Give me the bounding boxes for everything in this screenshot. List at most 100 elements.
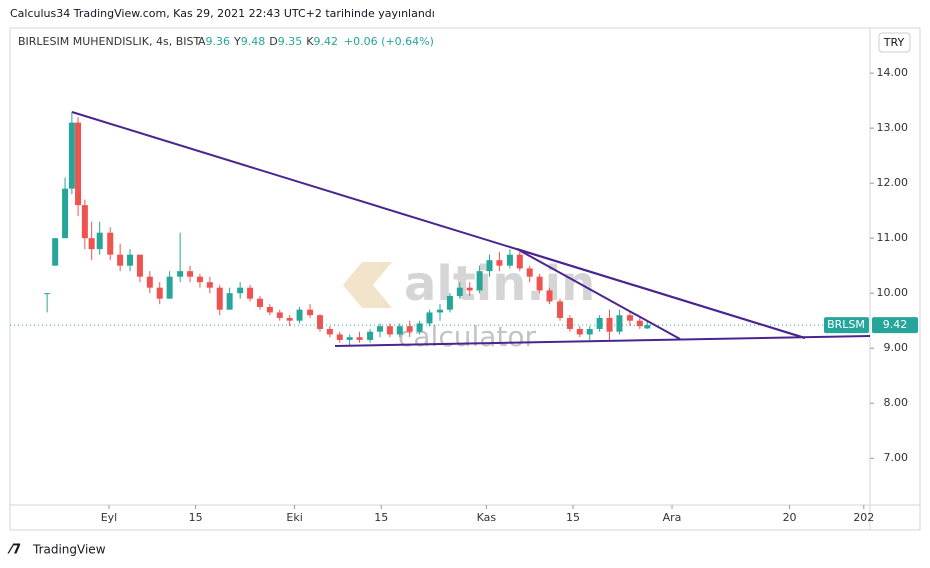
y-tick-label: 7.00 xyxy=(884,451,909,464)
candle-body xyxy=(107,232,114,255)
y-tick-label: 11.00 xyxy=(877,231,909,244)
candle-body xyxy=(626,315,633,321)
ohlc-value: 9.42 xyxy=(313,35,338,48)
ohlc-values: A9.36 Y9.48 D9.35 K9.42 +0.06 (+0.64%) xyxy=(198,35,434,48)
candle-body xyxy=(376,326,383,332)
x-tick-label: Eyl xyxy=(101,511,118,524)
candle-body xyxy=(406,326,413,332)
candle-body xyxy=(75,122,82,206)
candle-body xyxy=(206,282,213,288)
price-tag-box xyxy=(872,317,918,334)
y-tick-label: 8.00 xyxy=(884,396,909,409)
candle-body xyxy=(326,328,333,335)
publish-note: Calculus34 TradingView.com, Kas 29, 2021… xyxy=(10,7,435,20)
chart-frame xyxy=(9,27,921,531)
candle-body xyxy=(476,271,483,291)
candle-body xyxy=(256,298,263,307)
footer: ⁄7 TradingView xyxy=(7,543,106,558)
candle-body xyxy=(416,323,423,332)
y-tick-label: 10.00 xyxy=(877,286,909,299)
symbol-title: BIRLESIM MUHENDISLIK, 4s, BIST xyxy=(18,35,200,48)
y-tick-label: 14.00 xyxy=(877,66,909,79)
candle-body xyxy=(286,317,293,321)
candle-body xyxy=(566,317,573,329)
candle-body xyxy=(296,309,303,321)
price-tag: BRLSM 9.42 xyxy=(824,317,918,334)
ohlc-value: 9.36 xyxy=(206,35,231,48)
ohlc-label: K xyxy=(306,35,314,48)
y-tick-label: 13.00 xyxy=(877,121,909,134)
candle-body xyxy=(506,254,513,266)
ohlc-value: 9.48 xyxy=(241,35,266,48)
candle-body xyxy=(336,334,343,340)
candle-body xyxy=(526,268,533,277)
candle-body xyxy=(44,293,51,295)
candle-body xyxy=(226,293,233,310)
candle-body xyxy=(606,317,613,332)
x-tick-label: 15 xyxy=(374,511,388,524)
trend-line xyxy=(334,335,871,347)
trend-lines xyxy=(71,111,871,347)
candle-body xyxy=(446,295,453,310)
symbol-tag xyxy=(824,317,869,334)
candle-body xyxy=(307,309,314,316)
plot xyxy=(10,111,870,346)
candle-body xyxy=(117,254,124,266)
ohlc-value: 9.35 xyxy=(278,35,303,48)
candle-body xyxy=(156,287,163,299)
x-tick-label: Eki xyxy=(286,511,302,524)
candle-body xyxy=(516,254,523,269)
candle-body xyxy=(166,276,173,299)
candle-body xyxy=(386,326,393,335)
ohlc-label: D xyxy=(269,35,277,48)
y-tick-label: 9.00 xyxy=(884,341,909,354)
candle-body xyxy=(276,312,283,318)
x-tick-label: 20 xyxy=(783,511,797,524)
candle-body xyxy=(636,320,643,327)
candle-body xyxy=(81,205,88,239)
x-tick-label: Ara xyxy=(663,511,682,524)
footer-text: TradingView xyxy=(32,543,106,557)
trend-line xyxy=(516,248,806,339)
candle-body xyxy=(52,238,59,266)
candle-body xyxy=(546,290,553,302)
candle-body xyxy=(596,317,603,329)
y-tick-label: 12.00 xyxy=(877,176,909,189)
price-tag-label: 9.42 xyxy=(883,318,908,331)
candle-body xyxy=(68,122,75,189)
candle-body xyxy=(486,260,493,272)
x-tick-label: 15 xyxy=(566,511,580,524)
x-tick-label: Kas xyxy=(477,511,497,524)
x-tick-label: 15 xyxy=(189,511,203,524)
ohlc-label: Y xyxy=(233,35,241,48)
candle-body xyxy=(426,312,433,324)
candle-body xyxy=(316,315,323,329)
footer-logo: ⁄7 xyxy=(7,543,21,558)
candle-body xyxy=(127,254,134,266)
x-tick-label: 202 xyxy=(853,511,874,524)
candle-body xyxy=(644,325,651,329)
ohlc-label: A xyxy=(198,35,206,48)
candle-body xyxy=(136,254,143,277)
candle-body xyxy=(187,271,194,277)
candle-body xyxy=(96,232,103,250)
candle-body xyxy=(456,287,463,296)
candle-body xyxy=(396,326,403,335)
candle-body xyxy=(437,309,443,313)
candle-body xyxy=(367,331,374,340)
candle-body xyxy=(466,287,473,291)
candle-body xyxy=(237,287,244,294)
candle-body xyxy=(616,315,623,332)
currency: TRY xyxy=(883,36,905,49)
candle-body xyxy=(557,301,564,318)
candle-body xyxy=(496,260,503,266)
currency-badge xyxy=(878,32,911,53)
candle-body xyxy=(196,276,203,283)
candle-body xyxy=(177,271,184,277)
candle-body xyxy=(536,276,543,291)
candle-body xyxy=(88,238,95,250)
watermark-logo xyxy=(343,262,392,308)
candle-body xyxy=(146,276,153,288)
